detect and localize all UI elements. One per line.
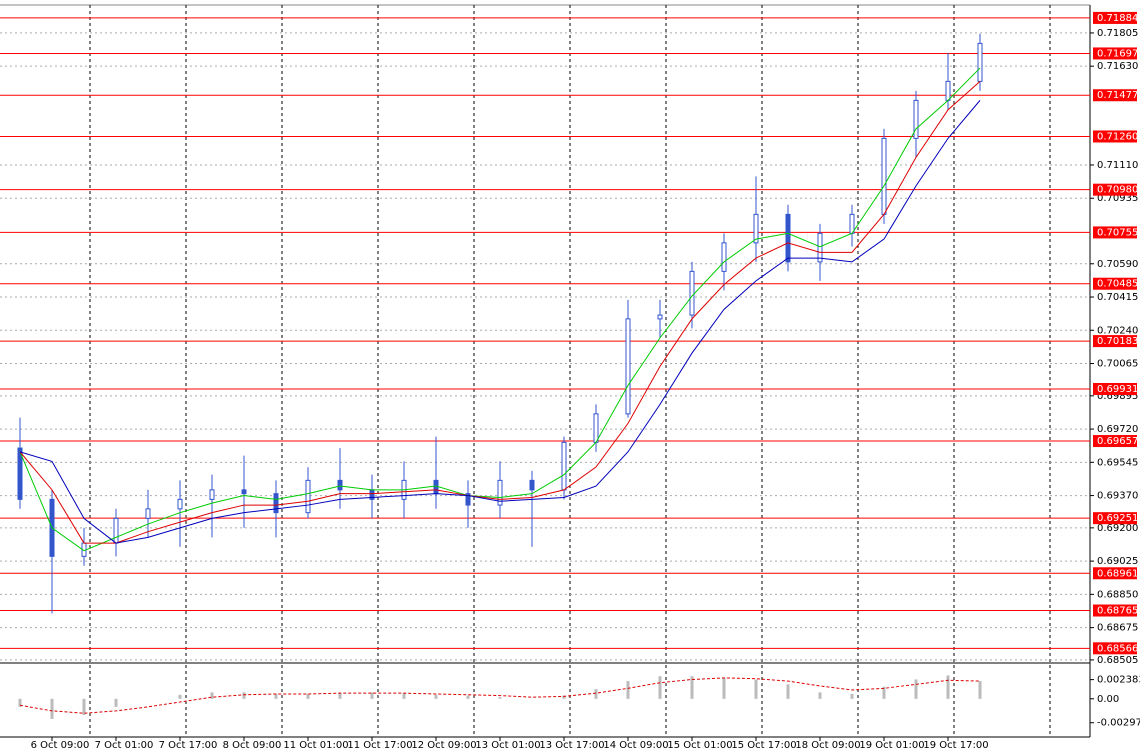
y-tick-label: 0.71110: [1097, 160, 1138, 171]
candle-body: [337, 479, 343, 491]
level-tag: [1093, 226, 1137, 239]
candle-body: [625, 318, 631, 415]
y-tick-label: 0.69200: [1097, 523, 1138, 534]
candle-body: [561, 441, 567, 491]
x-tick-label: 13 Oct 01:00: [475, 740, 540, 751]
level-tag: [1093, 47, 1137, 60]
y-tick-label: 0.70935: [1097, 193, 1138, 204]
x-tick-label: 6 Oct 09:00: [31, 740, 90, 751]
y-tick-label: 0.71630: [1097, 61, 1138, 72]
y-tick-label: 0.68505: [1097, 655, 1138, 666]
x-tick-label: 11 Oct 01:00: [283, 740, 348, 751]
candle-body: [945, 80, 951, 101]
level-label: 0.71260: [1097, 131, 1138, 142]
y-tick-label: 0.68850: [1097, 589, 1138, 600]
x-tick-label: 12 Oct 09:00: [411, 740, 476, 751]
y-tick-label: 0.70065: [1097, 359, 1138, 370]
x-tick-label: 11 Oct 17:00: [347, 740, 412, 751]
x-tick-label: 18 Oct 09:00: [795, 740, 860, 751]
candle-body: [497, 479, 503, 506]
x-tick-label: 7 Oct 17:00: [159, 740, 218, 751]
indicator-line: [19, 67, 981, 552]
candle-body: [977, 42, 983, 82]
level-tag: [1093, 183, 1137, 196]
level-label: 0.68566: [1097, 643, 1138, 654]
x-tick-label: 8 Oct 09:00: [223, 740, 282, 751]
level-tag: [1093, 382, 1137, 395]
level-tag: [1093, 604, 1137, 617]
candle-body: [273, 493, 279, 514]
candle-body: [689, 270, 695, 316]
candle-body: [785, 213, 791, 263]
y-tick-label: 0.002383: [1097, 675, 1140, 686]
y-tick-label: 0.69720: [1097, 424, 1138, 435]
candle-body: [913, 99, 919, 139]
x-tick-label: 7 Oct 01:00: [95, 740, 154, 751]
candle-body: [657, 314, 663, 320]
candle-body: [817, 232, 823, 263]
candle-body: [881, 137, 887, 215]
level-label: 0.69657: [1097, 436, 1138, 447]
level-label: 0.70485: [1097, 279, 1138, 290]
y-tick-label: 0.70590: [1097, 259, 1138, 270]
level-tag: [1093, 89, 1137, 102]
candle-body: [753, 213, 759, 244]
level-tag: [1093, 642, 1137, 655]
level-label: 0.71697: [1097, 48, 1138, 59]
candle-body: [17, 447, 23, 500]
candle-body: [113, 517, 119, 544]
y-tick-label: 0.69895: [1097, 391, 1138, 402]
x-tick-label: 15 Oct 01:00: [667, 740, 732, 751]
candle-body: [433, 479, 439, 495]
level-label: 0.68765: [1097, 606, 1138, 617]
x-tick-label: 19 Oct 17:00: [923, 740, 988, 751]
level-tag: [1093, 435, 1137, 448]
indicator-line: [19, 677, 981, 714]
level-label: 0.70183: [1097, 336, 1138, 347]
level-tag: [1093, 512, 1137, 525]
level-label: 0.68961: [1097, 568, 1138, 579]
candle-body: [305, 479, 311, 514]
y-tick-label: 0.71805: [1097, 28, 1138, 39]
candle-body: [209, 489, 215, 500]
candle-body: [241, 489, 247, 495]
candle-body: [465, 493, 471, 506]
x-tick-label: 19 Oct 01:00: [859, 740, 924, 751]
x-tick-label: 14 Oct 09:00: [603, 740, 668, 751]
y-tick-label: 0.68675: [1097, 623, 1138, 634]
x-tick-label: 13 Oct 17:00: [539, 740, 604, 751]
indicator-line: [19, 81, 981, 544]
level-tag: [1093, 567, 1137, 580]
level-label: 0.70980: [1097, 185, 1138, 196]
level-tag: [1093, 130, 1137, 143]
y-tick-label: 0.69370: [1097, 491, 1138, 502]
candle-body: [145, 508, 151, 519]
y-tick-label: 0.69025: [1097, 556, 1138, 567]
candle-body: [529, 479, 535, 491]
candle-body: [177, 498, 183, 510]
y-tick-label: 0.00: [1097, 694, 1119, 705]
y-tick-label: 0.70240: [1097, 325, 1138, 336]
x-tick-label: 15 Oct 17:00: [731, 740, 796, 751]
candle-body: [721, 242, 727, 272]
y-tick-label: -0.002976: [1097, 718, 1140, 729]
candle-body: [593, 413, 599, 443]
y-tick-label: 0.70415: [1097, 292, 1138, 303]
level-label: 0.71884: [1097, 13, 1138, 24]
indicator-line: [19, 100, 981, 544]
level-label: 0.69931: [1097, 384, 1138, 395]
level-tag: [1093, 335, 1137, 348]
level-tag: [1093, 277, 1137, 290]
y-tick-label: 0.69545: [1097, 457, 1138, 468]
level-label: 0.69251: [1097, 513, 1138, 524]
level-label: 0.70755: [1097, 227, 1138, 238]
level-label: 0.71477: [1097, 90, 1138, 101]
level-tag: [1093, 11, 1137, 24]
